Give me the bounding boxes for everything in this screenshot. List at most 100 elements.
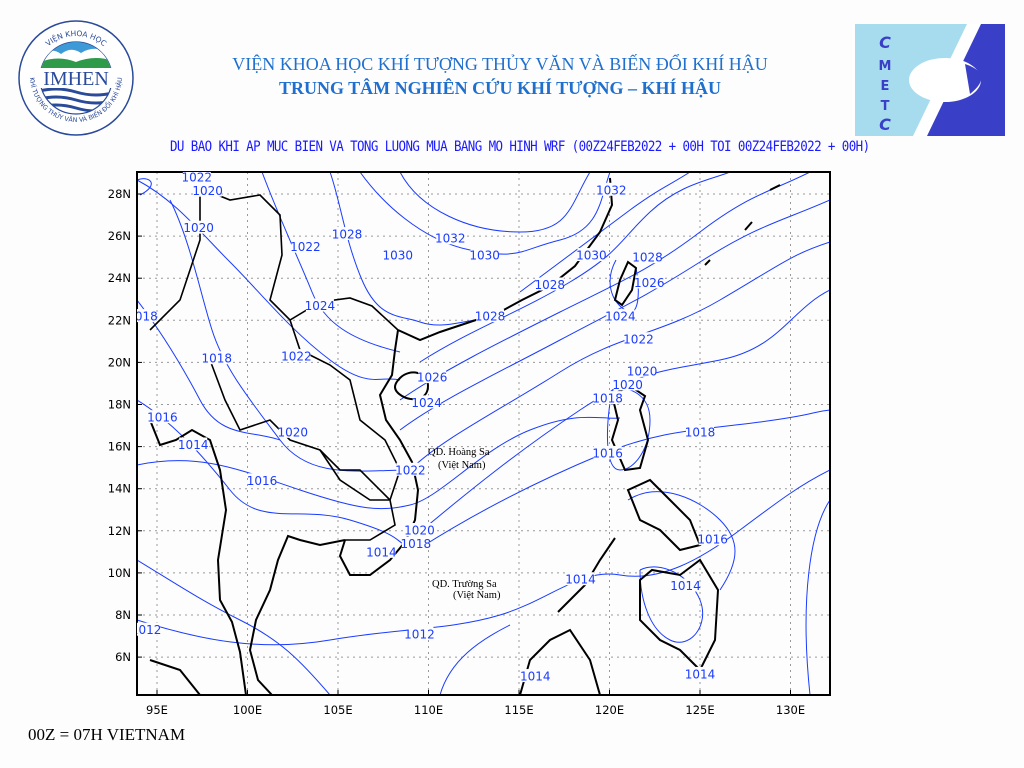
border: [199, 187, 399, 331]
isobar-label: 1014: [565, 573, 596, 587]
isobar-label: 1020: [627, 364, 658, 378]
isobar-label: 1022: [281, 350, 312, 364]
border: [319, 449, 396, 541]
isobar: [359, 172, 611, 255]
isobar-label: 1018: [592, 392, 623, 406]
isobar-label: 1016: [247, 474, 278, 488]
cmetc-logo: C M E T C: [855, 24, 1005, 136]
isobar-label-bg: [193, 183, 222, 197]
map-subtitle: DU BAO KHI AP MUC BIEN VA TONG LUONG MUA…: [170, 137, 870, 155]
lat-tick-label: 22N: [108, 313, 131, 327]
border: [149, 188, 201, 331]
isobar-label: 1032: [435, 232, 466, 246]
lat-tick-label: 20N: [108, 355, 131, 369]
isobar-label: 1032: [596, 183, 627, 197]
imhen-logo-name: IMHEN: [43, 68, 109, 90]
isobar: [639, 566, 704, 643]
borders: [149, 187, 401, 541]
isobar-label: 1014: [520, 670, 551, 684]
isobar-label-bg: [628, 363, 657, 377]
isobar: [805, 499, 830, 695]
isobar-label: 1020: [277, 425, 308, 439]
isobar-label: 1030: [382, 249, 413, 263]
isobar: [137, 559, 331, 695]
isobar-label: 1018: [401, 537, 432, 551]
lat-tick-label: 28N: [108, 187, 131, 201]
isobar-label: 1018: [685, 425, 716, 439]
isobar-label-bg: [436, 231, 465, 245]
isobar: [137, 178, 152, 196]
coastline-sumatra: [149, 659, 201, 695]
cmetc-letter: C: [879, 115, 891, 134]
lon-tick-label: 100E: [233, 703, 262, 717]
isobar-label: 1020: [404, 524, 435, 538]
isobar-label: 1028: [475, 310, 506, 324]
isobar-label-bg: [405, 626, 434, 640]
isobar-label-bg: [367, 544, 396, 558]
isobar-label-bg: [577, 248, 606, 262]
isobar: [137, 179, 401, 381]
institute-title: VIỆN KHOA HỌC KHÍ TƯỢNG THỦY VĂN VÀ BIẾN…: [232, 54, 768, 74]
isobar-label-bg: [305, 298, 334, 312]
isobar-label-bg: [179, 437, 208, 451]
isobar-label-bg: [593, 391, 622, 405]
center-title: TRUNG TÂM NGHIÊN CỨU KHÍ TƯỢNG – KHÍ HẬU: [278, 78, 722, 98]
isobar-label-bg: [698, 532, 727, 546]
lon-tick-label: 115E: [504, 703, 533, 717]
coastline-andaman: [149, 419, 247, 695]
cmetc-letter: T: [881, 99, 890, 114]
isobar-label-bg: [535, 277, 564, 291]
lon-tick-label: 125E: [685, 703, 714, 717]
isobar-label-bg: [405, 523, 434, 537]
isobar: [399, 199, 830, 431]
isobar-label-bg: [278, 424, 307, 438]
isobar-label-bg: [671, 578, 700, 592]
graticule: [137, 172, 830, 695]
isobar-label-bg: [184, 220, 213, 234]
isobar-label-bg: [686, 666, 714, 680]
coastline-taiwan: [613, 260, 638, 307]
lat-tick-label: 12N: [108, 524, 131, 538]
lat-tick-label: 14N: [108, 482, 131, 496]
imhen-logo: IMHEN VIỆN KHOA HỌC KHÍ TƯỢNG THỦY VĂN V…: [18, 20, 134, 136]
place-truong-sa-country: (Việt Nam): [453, 590, 501, 601]
isobar-label-bg: [624, 332, 653, 346]
isobar-label-bg: [566, 572, 595, 586]
isobar-label: 1030: [469, 249, 500, 263]
lat-tick-label: 26N: [108, 229, 131, 243]
timezone-note: 00Z = 07H VIETNAM: [28, 725, 186, 744]
isobar-label-bg: [633, 250, 662, 264]
isobar-label: 1016: [147, 411, 178, 425]
isobar-label-bg: [182, 172, 211, 184]
isobar: [439, 624, 511, 695]
coastline-japan-islands: [704, 184, 781, 266]
lat-tick-label: 18N: [108, 398, 131, 412]
isobar-label-bg: [470, 248, 499, 262]
isobar-label-bg: [686, 424, 714, 438]
coastline-gulf-thailand: [248, 534, 346, 695]
lat-tick-label: 10N: [108, 566, 131, 580]
isobar-label-bg: [333, 226, 362, 240]
isobar-label-bg: [418, 370, 447, 384]
isobar-label: 1020: [192, 184, 223, 198]
lat-tick-label: 8N: [115, 608, 131, 622]
border: [209, 359, 391, 501]
coastlines: [149, 177, 781, 695]
isobar-label-bg: [401, 536, 430, 550]
isobar-label: 1022: [623, 333, 654, 347]
isobar-label: 1022: [290, 240, 321, 254]
lon-tick-label: 130E: [776, 703, 805, 717]
isobar: [519, 172, 691, 293]
coastline-vietnam: [338, 329, 420, 576]
isobar-label-bg: [247, 473, 276, 487]
isobar-label: 1030: [576, 249, 607, 263]
isobar-label-bg: [606, 309, 635, 323]
isobar-label-bg: [148, 410, 177, 424]
isobar: [419, 409, 830, 549]
cmetc-letter: E: [881, 79, 890, 94]
isobar-label: 1026: [417, 371, 448, 385]
place-hoang-sa-country: (Việt Nam): [438, 460, 486, 471]
isobar: [399, 172, 811, 401]
isobar-label: 1026: [634, 276, 665, 290]
